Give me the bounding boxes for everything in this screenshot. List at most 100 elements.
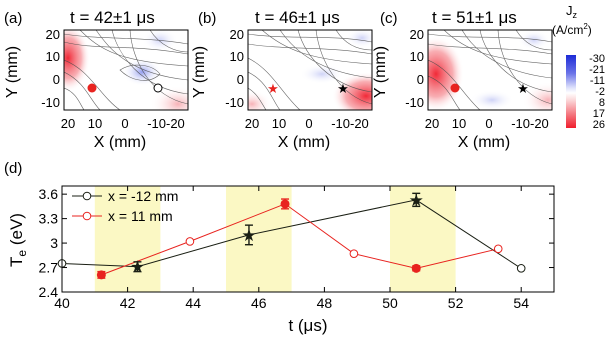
map-b-xlabel: X (mm)	[278, 134, 330, 151]
panel-label-b: (b)	[198, 10, 216, 27]
chart-x-axis-label: t (μs)	[288, 316, 327, 335]
data-point-open	[493, 244, 503, 254]
data-point-filled	[411, 263, 421, 273]
data-point-filled	[280, 199, 290, 209]
highlight-bands	[94, 186, 456, 292]
map-c-ylabel: Y (mm)	[372, 46, 389, 98]
map-c-ytick: 10	[410, 49, 424, 64]
panel-label-d: (d)	[4, 160, 22, 177]
map-b-ytick: 0	[237, 72, 244, 87]
line-chart: (d) ★ ★ ★ 40 42 44 46 48 50 52 54 2.4 2.7 3 3.3 3.6 t …	[4, 160, 555, 335]
map-title-c: t = 51±1 μs	[432, 8, 517, 27]
legend: x = -12 mm x = 11 mm	[72, 188, 178, 224]
chart-y-axis-label: Te (eV)	[7, 213, 29, 267]
map-title-a: t = 42±1 μs	[70, 8, 155, 27]
map-panel-b	[247, 29, 373, 111]
map-b-black-marker: ★	[337, 81, 349, 96]
map-c-field	[428, 30, 552, 110]
map-a-xtick: 20	[61, 116, 75, 131]
map-b-axes: 20 10 0 -10 Y (mm) 20 10 0 -10-20 X (mm)	[191, 27, 369, 151]
x-tick-label: 44	[185, 295, 201, 311]
colorbar-title: Jz	[566, 3, 578, 20]
map-b-xtick: 20	[245, 116, 259, 131]
legend-label-red: x = 11 mm	[108, 208, 173, 224]
map-b-ytick: -10	[225, 95, 244, 110]
map-panel-a	[63, 29, 189, 111]
colorbar-tick: -2	[595, 86, 605, 98]
legend-label-black: x = -12 mm	[108, 188, 178, 204]
map-a-xtick: 10	[88, 116, 102, 131]
map-c-xtick: 20	[425, 116, 439, 131]
y-tick-label: 2.4	[39, 284, 59, 300]
data-point-star: ★	[241, 226, 256, 245]
map-c-ytick: 0	[417, 72, 424, 87]
map-panel-c	[427, 29, 553, 111]
colorbar-unit: (A/cm2)	[552, 22, 592, 37]
map-c-xtick: 0	[485, 116, 492, 131]
y-tick-label: 3.3	[39, 211, 59, 227]
map-c-black-marker: ★	[517, 81, 529, 96]
map-c-axes: 20 10 0 -10 Y (mm) 20 10 0 -10-20 X (mm)	[372, 27, 549, 151]
y-tick-label: 2.7	[39, 260, 59, 276]
map-b-ylabel: Y (mm)	[191, 46, 208, 98]
legend-marker-red	[82, 211, 92, 221]
colorbar-tick: -30	[589, 53, 605, 65]
colorbar-tick: 8	[599, 97, 605, 109]
map-titles: (a) t = 42±1 μs (b) t = 46±1 μs (c) t = …	[4, 8, 517, 27]
map-b-xtick: -10-20	[331, 116, 369, 131]
colorbar: Jz (A/cm2) -30 -21 -11 -2 8 17 26	[552, 3, 605, 131]
map-b-ytick: 10	[230, 49, 244, 64]
map-b-ytick: 20	[230, 27, 244, 42]
y-tick-label: 3.6	[39, 186, 59, 202]
x-tick-label: 50	[382, 295, 398, 311]
x-tick-label: 52	[448, 295, 464, 311]
colorbar-gradient	[566, 55, 576, 128]
map-a-ytick: 0	[53, 72, 60, 87]
map-a-red-marker	[87, 83, 97, 93]
x-tick-label: 42	[120, 295, 136, 311]
data-point-open	[185, 237, 195, 246]
map-a-field	[64, 30, 188, 110]
series-points: ★ ★ ★	[57, 191, 526, 280]
map-a-ytick: 10	[46, 49, 60, 64]
map-a-axes: 20 10 0 -10 Y (mm) 20 10 0 -10-20 X (mm)	[4, 27, 185, 151]
data-point-open	[349, 249, 359, 258]
series-line	[101, 203, 499, 276]
colorbar-tick: -11	[590, 75, 605, 87]
y-tick-label: 3	[50, 235, 58, 251]
map-a-xtick: 0	[121, 116, 128, 131]
map-c-ytick: -10	[405, 95, 424, 110]
map-a-ylabel: Y (mm)	[4, 46, 21, 98]
map-c-xtick: 10	[452, 116, 466, 131]
colorbar-tick: 26	[593, 119, 605, 131]
colorbar-tick: 17	[593, 108, 605, 120]
map-title-b: t = 46±1 μs	[255, 8, 340, 27]
data-point-open	[516, 264, 526, 273]
map-c-xtick: -10-20	[511, 116, 549, 131]
x-tick-label: 48	[317, 295, 333, 311]
map-c-ytick: 20	[410, 27, 424, 42]
data-point-star: ★	[409, 191, 424, 210]
data-point-filled	[96, 270, 106, 280]
panel-label-a: (a)	[4, 10, 22, 27]
legend-marker-black	[82, 191, 92, 201]
panel-label-c: (c)	[380, 10, 398, 27]
x-tick-label: 54	[513, 295, 529, 311]
map-a-xtick: -10-20	[147, 116, 185, 131]
map-c-red-marker	[450, 83, 460, 93]
x-tick-label: 40	[54, 295, 70, 311]
map-c-xlabel: X (mm)	[458, 134, 510, 151]
x-tick-label: 46	[251, 295, 267, 311]
map-a-ytick: -10	[41, 95, 60, 110]
tick-labels: 40 42 44 46 48 50 52 54 2.4 2.7 3 3.3 3.6	[39, 186, 530, 311]
map-markers: ★ ★ ★	[87, 81, 529, 96]
map-a-black-marker	[153, 83, 163, 93]
map-b-xtick: 10	[272, 116, 286, 131]
colorbar-tick: -21	[589, 64, 605, 76]
data-point-star: ★	[130, 258, 145, 277]
map-b-field	[248, 30, 372, 110]
map-a-xlabel: X (mm)	[94, 134, 146, 151]
map-b-xtick: 0	[305, 116, 312, 131]
map-a-ytick: 20	[46, 27, 60, 42]
